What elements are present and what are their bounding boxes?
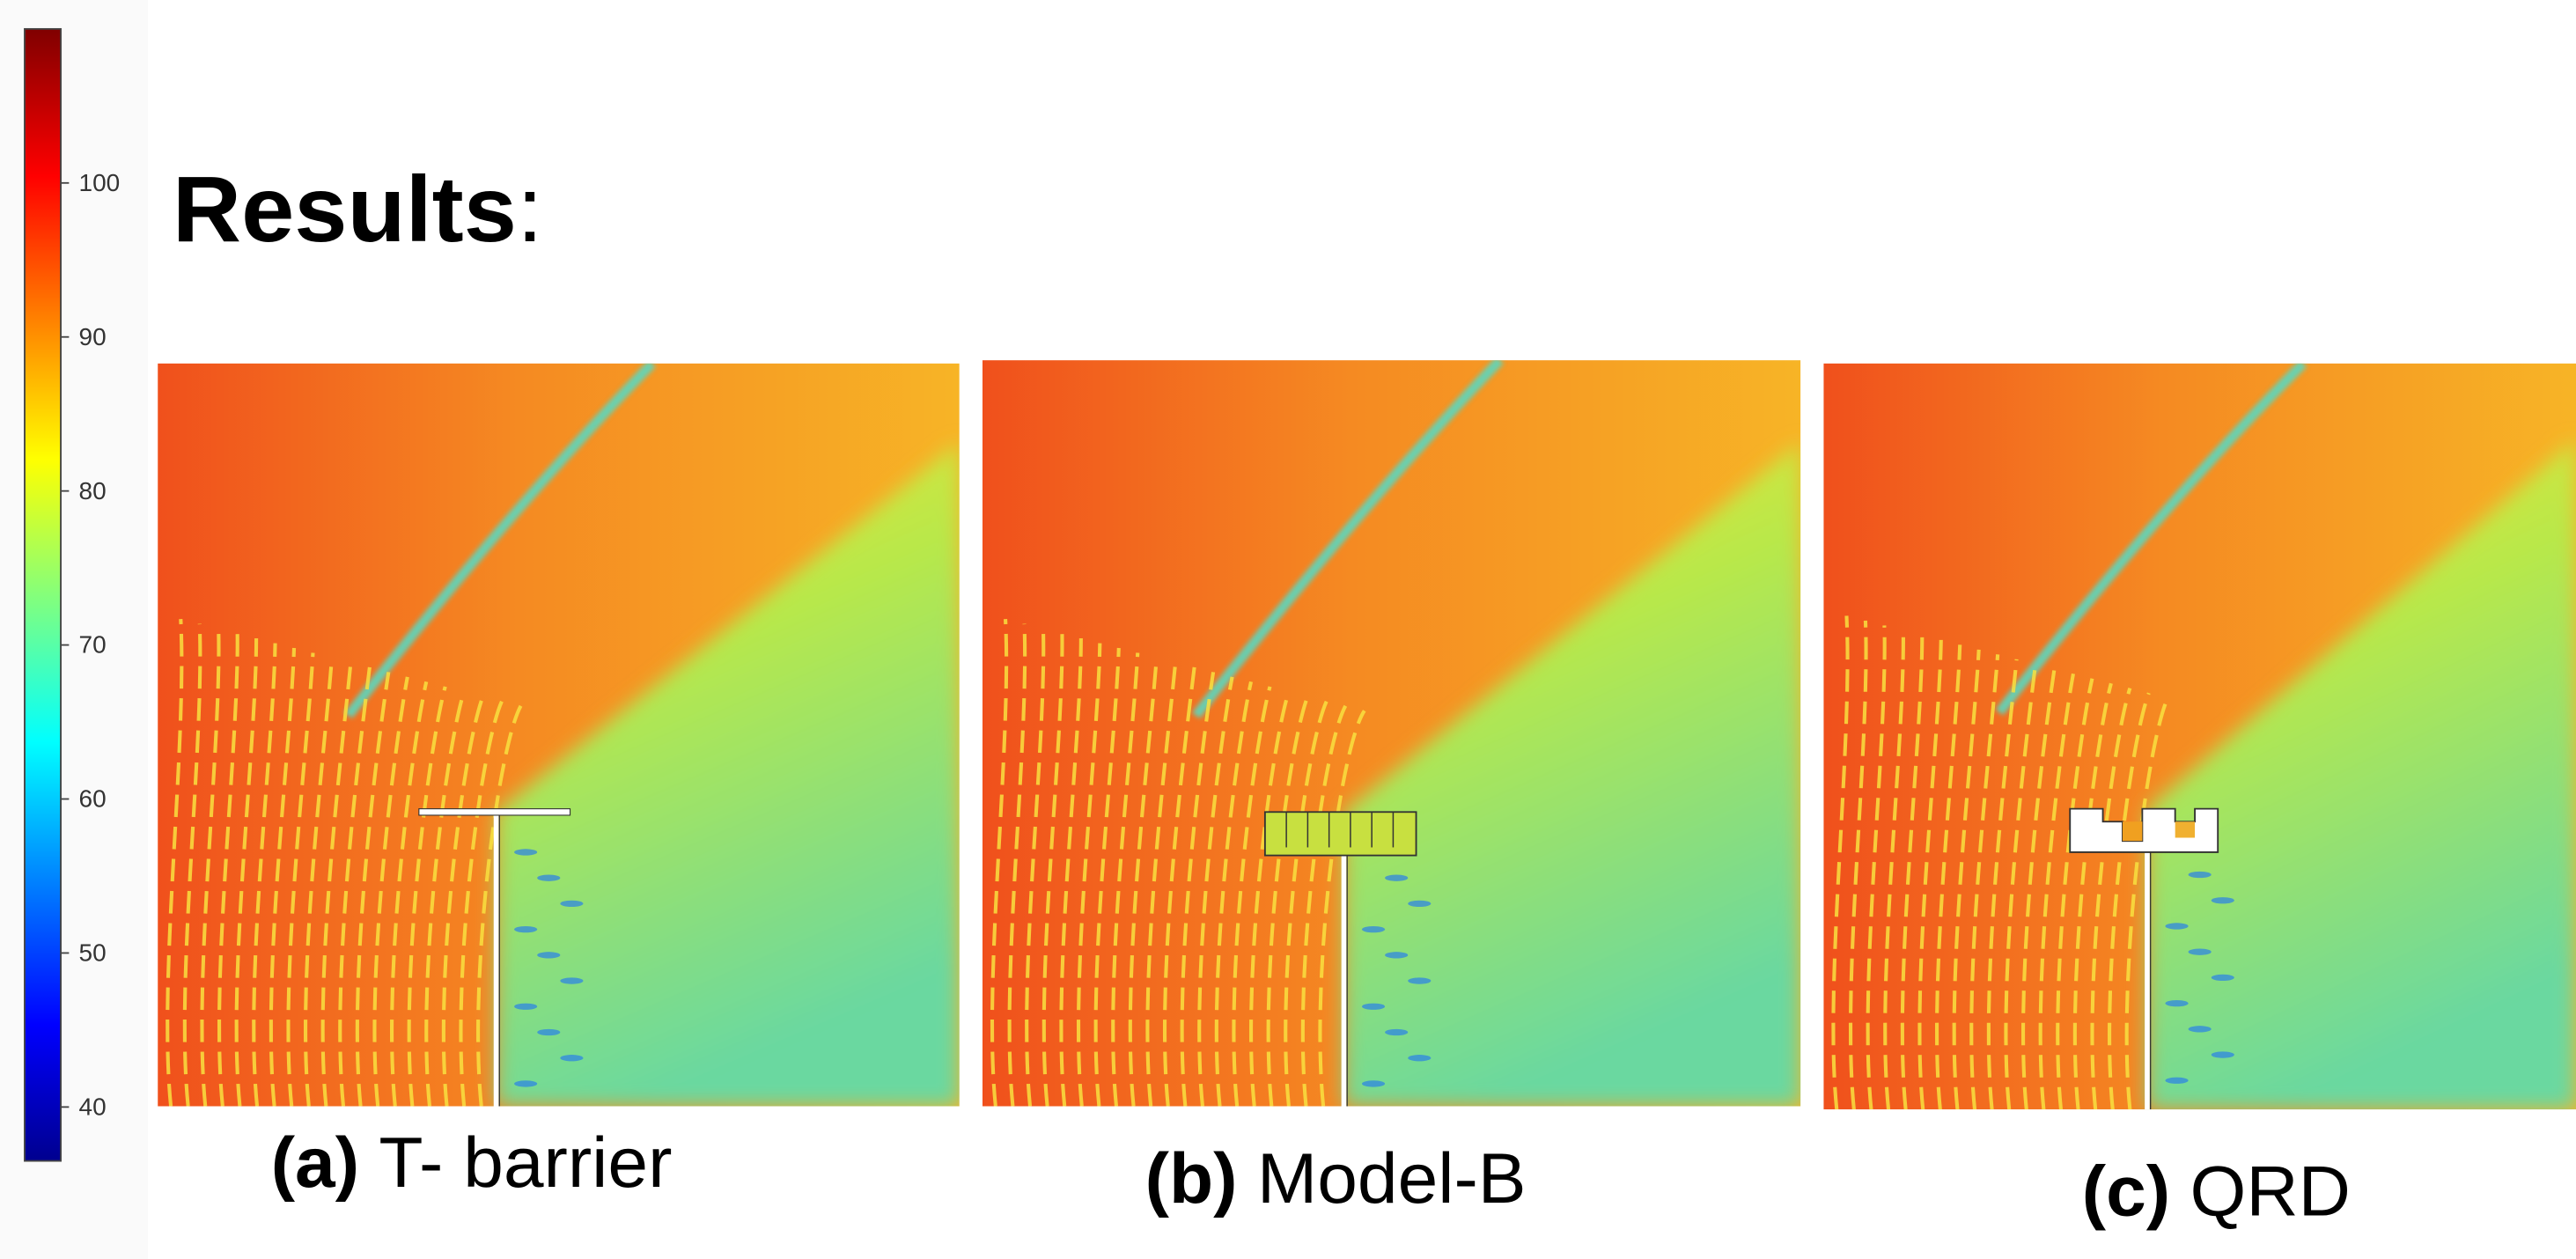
panel-label: (a) [271, 1123, 359, 1203]
panels [158, 360, 2576, 1109]
interference-spot [2212, 897, 2234, 903]
field-plot [983, 360, 1800, 1106]
colorbar-tick-label: 100 [79, 169, 121, 196]
panel-caption: (b)Model-B [1145, 1139, 1527, 1219]
interference-spot [1385, 875, 1408, 881]
panel-label: (c) [2082, 1152, 2170, 1231]
interference-spot [560, 901, 583, 907]
interference-spot [2189, 1026, 2212, 1032]
interference-spot [1408, 1055, 1431, 1061]
interference-spot [2189, 949, 2212, 955]
panel-caption: (c) QRD [2082, 1152, 2351, 1231]
panel-label: (b) [1145, 1139, 1238, 1219]
title-text: Results [173, 157, 517, 261]
interference-spot [514, 1080, 537, 1086]
colorbar-tick-label: 90 [79, 323, 107, 350]
interference-spot [2189, 872, 2212, 878]
interference-spot [1362, 1080, 1385, 1086]
colorbar-tick-label: 80 [79, 477, 107, 504]
interference-spot [2212, 1051, 2234, 1057]
field-plot [158, 364, 960, 1107]
panel-name: T- barrier [379, 1123, 672, 1203]
interference-spot [560, 977, 583, 983]
interference-spot [537, 952, 560, 958]
colorbar-tick-label: 50 [79, 939, 107, 967]
interference-spot [2212, 975, 2234, 981]
interference-spot [1362, 926, 1385, 932]
interference-spot [1408, 901, 1431, 907]
colorbar-tick-label: 70 [79, 631, 107, 659]
interference-spot [1385, 1029, 1408, 1035]
interference-spot [560, 1055, 583, 1061]
panel-name: QRD [2190, 1152, 2350, 1231]
barrier-well [2123, 821, 2142, 841]
barrier-top [2070, 809, 2218, 852]
interference-spot [1362, 1004, 1385, 1010]
interference-spot [1385, 952, 1408, 958]
interference-spot [1408, 977, 1431, 983]
interference-spot [514, 849, 537, 855]
interference-spot [514, 1004, 537, 1010]
interference-spot [2165, 1078, 2188, 1084]
interference-spot [2165, 923, 2188, 929]
colorbar-backdrop [0, 0, 148, 1259]
panel-name: Model-B [1257, 1139, 1527, 1219]
interference-spot [537, 875, 560, 881]
page: Results: 40 50 60 70 80 90 100 (a)T- barrier (b)… [0, 0, 2576, 1259]
slide-title: Results: [173, 157, 543, 261]
colorbar [25, 29, 61, 1161]
interference-spot [2165, 1000, 2188, 1006]
interference-spot [514, 926, 537, 932]
barrier-well [2175, 821, 2195, 837]
panel-caption: (a)T- barrier [271, 1123, 673, 1203]
barrier-top [419, 809, 570, 815]
colorbar-tick-label: 60 [79, 785, 107, 813]
field-plot [1823, 364, 2576, 1109]
title-suffix: : [517, 157, 543, 261]
interference-spot [537, 1029, 560, 1035]
colorbar-tick-label: 40 [79, 1093, 107, 1121]
slide: Results: 40 50 60 70 80 90 100 (a)T- barrier (b)… [0, 0, 2576, 1259]
